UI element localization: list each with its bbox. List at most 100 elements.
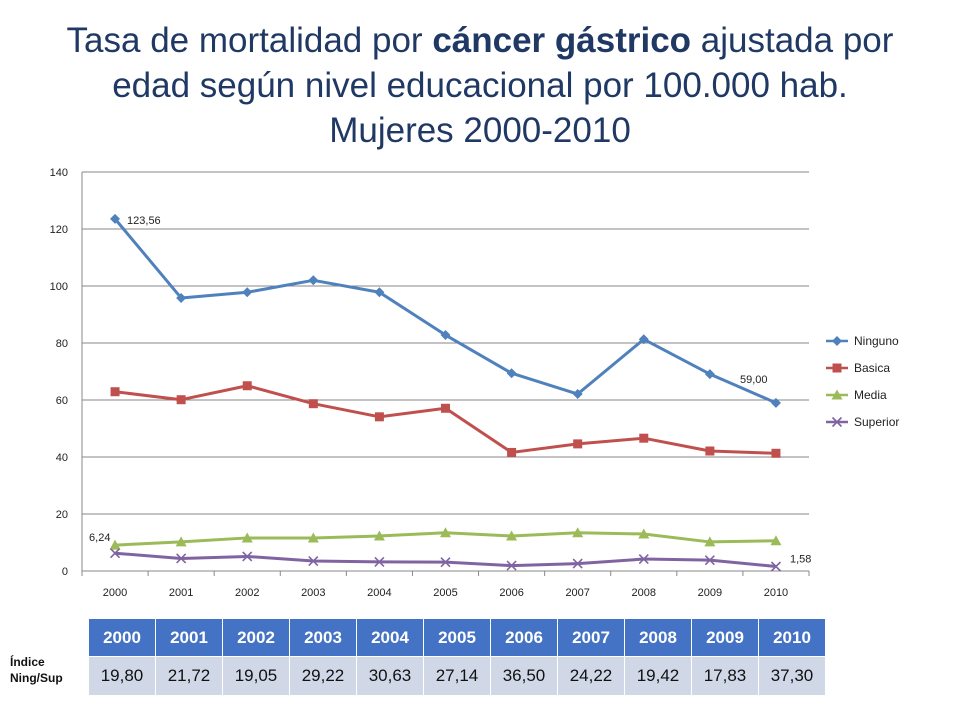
- point-media-2009: [704, 536, 716, 547]
- point-basica-2006: [507, 447, 517, 457]
- point-ninguno-2009: [704, 369, 715, 380]
- point-basica-2010: [771, 448, 781, 458]
- point-ninguno-2001: [176, 292, 187, 303]
- index-year-2002: 2002: [222, 618, 290, 657]
- index-year-2008: 2008: [624, 618, 692, 657]
- legend-marker-media: [831, 389, 843, 400]
- point-media-2002: [241, 532, 253, 543]
- legend-label-media: Media: [854, 388, 887, 402]
- index-table: 2000 2001 2002 2003 2004 2005 2006 2007 2008 2009…: [88, 618, 826, 696]
- point-media-2007: [572, 527, 584, 538]
- x-tick-label: 2002: [235, 587, 259, 599]
- point-media-2000: [109, 539, 121, 550]
- y-tick-label: 100: [50, 281, 68, 293]
- index-year-2005: 2005: [423, 618, 491, 657]
- index-table-value-row: 19,80 21,72 19,05 29,22 30,63 27,14 36,50 24,22…: [88, 656, 826, 696]
- point-media-2008: [638, 528, 650, 539]
- point-ninguno-2007: [572, 389, 583, 400]
- point-superior-2002: [242, 551, 253, 562]
- index-label: Índice Ning/Sup: [10, 654, 85, 686]
- index-value-2008: 19,42: [624, 656, 692, 696]
- data-label: 123,56: [127, 215, 161, 227]
- index-table-header-row: 2000 2001 2002 2003 2004 2005 2006 2007 2008 2009…: [88, 618, 826, 657]
- index-value-2000: 19,80: [88, 656, 156, 696]
- point-media-2004: [373, 530, 385, 541]
- index-year-2010: 2010: [758, 618, 826, 657]
- point-superior-2003: [308, 555, 319, 567]
- index-year-2009: 2009: [691, 618, 759, 657]
- point-ninguno-2002: [242, 287, 253, 298]
- legend-label-superior: Superior: [854, 415, 899, 429]
- series-line-basica: [114, 384, 777, 455]
- point-ninguno-2004: [374, 287, 385, 298]
- x-tick-label: 2000: [103, 587, 127, 599]
- title-part-2: ajustada por: [691, 21, 894, 60]
- point-superior-2006: [506, 560, 517, 571]
- point-ninguno-2000: [110, 213, 121, 224]
- y-tick-label: 0: [62, 566, 68, 578]
- data-label: 6,24: [89, 532, 110, 544]
- x-tick-label: 2006: [499, 587, 523, 599]
- point-basica-2004: [374, 412, 384, 422]
- legend-marker-ninguno: [832, 336, 842, 346]
- legend-marker-superior: [831, 416, 843, 428]
- y-tick-label: 20: [56, 509, 68, 521]
- x-tick-label: 2010: [764, 587, 788, 599]
- point-superior-2005: [440, 557, 451, 568]
- y-tick-label: 40: [56, 452, 68, 464]
- data-label: 59,00: [740, 374, 768, 386]
- legend-label-basica: Basica: [854, 361, 890, 375]
- point-ninguno-2003: [308, 275, 319, 286]
- index-label-line1: Índice: [10, 655, 45, 669]
- point-ninguno-2008: [638, 334, 649, 345]
- data-label: 1,58: [790, 553, 811, 565]
- point-media-2003: [307, 532, 319, 543]
- line-chart: 0 20 40 60 80 100 120 140 2000 2001 2002 2003 2004 20…: [50, 167, 900, 599]
- point-basica-2009: [705, 446, 715, 456]
- title-line-2: edad según nivel educacional por 100.000…: [112, 66, 848, 105]
- x-tick-label: 2009: [698, 587, 722, 599]
- index-year-2004: 2004: [356, 618, 424, 657]
- index-year-2001: 2001: [155, 618, 223, 657]
- x-tick-label: 2003: [301, 587, 325, 599]
- index-year-2007: 2007: [557, 618, 625, 657]
- index-label-line2: Ning/Sup: [10, 671, 63, 685]
- point-media-2010: [770, 535, 782, 546]
- x-tick-label: 2007: [565, 587, 589, 599]
- index-year-2003: 2003: [289, 618, 357, 657]
- y-tick-label: 120: [50, 224, 68, 236]
- index-value-2007: 24,22: [557, 656, 625, 696]
- point-superior-2007: [572, 558, 583, 569]
- title-bold: cáncer gástrico: [432, 21, 692, 60]
- title-line-3: Mujeres 2000-2010: [329, 111, 631, 150]
- point-media-2001: [175, 536, 187, 547]
- point-superior-2008: [638, 553, 649, 565]
- point-ninguno-2006: [506, 368, 517, 379]
- point-superior-2001: [176, 553, 187, 564]
- point-media-2006: [506, 530, 518, 541]
- point-basica-2002: [242, 381, 252, 391]
- index-value-2010: 37,30: [758, 656, 826, 696]
- series-line-ninguno: [113, 217, 777, 405]
- y-tick-label: 80: [56, 338, 68, 350]
- point-superior-2009: [704, 555, 715, 566]
- x-tick-label: 2004: [367, 587, 391, 599]
- index-value-2001: 21,72: [155, 656, 223, 696]
- index-value-2004: 30,63: [356, 656, 424, 696]
- point-basica-2000: [110, 387, 120, 397]
- point-ninguno-2005: [440, 330, 451, 341]
- point-basica-2008: [639, 433, 649, 443]
- index-value-2006: 36,50: [490, 656, 558, 696]
- x-tick-label: 2005: [433, 587, 457, 599]
- legend-label-ninguno: Ninguno: [854, 334, 899, 348]
- x-tick-label: 2008: [632, 587, 656, 599]
- legend-marker-basica: [832, 363, 842, 373]
- point-basica-2007: [573, 439, 583, 449]
- index-value-2009: 17,83: [691, 656, 759, 696]
- index-value-2003: 29,22: [289, 656, 357, 696]
- point-superior-2010: [770, 561, 782, 572]
- series-line-superior: [114, 551, 777, 568]
- point-superior-2004: [374, 556, 385, 567]
- point-superior-2000: [109, 548, 121, 559]
- point-media-2005: [440, 527, 451, 538]
